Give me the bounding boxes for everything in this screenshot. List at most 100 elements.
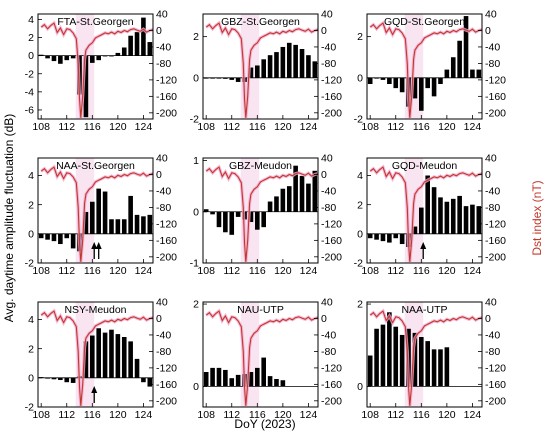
y2-tick-label: -120 bbox=[485, 362, 506, 374]
x-tick-label: 120 bbox=[438, 265, 456, 277]
y-tick-label: -2 bbox=[354, 258, 363, 270]
y2-tick-label: -200 bbox=[485, 107, 506, 119]
bar bbox=[203, 372, 209, 387]
y-tick-label: 1 bbox=[193, 155, 199, 167]
x-tick-label: 116 bbox=[413, 121, 430, 133]
x-tick-label: 108 bbox=[32, 409, 50, 421]
bar bbox=[306, 55, 311, 78]
bar bbox=[216, 77, 222, 79]
bar bbox=[293, 165, 298, 212]
bar bbox=[286, 42, 292, 78]
bar bbox=[280, 380, 286, 387]
y2-tick-label: -120 bbox=[321, 74, 342, 86]
y-tick-label: 2 bbox=[193, 299, 199, 311]
y2-tick-label: -80 bbox=[485, 58, 500, 70]
y-tick-label: 2 bbox=[28, 32, 34, 44]
bar bbox=[374, 328, 379, 387]
bar bbox=[96, 328, 101, 378]
dst-line bbox=[205, 310, 319, 406]
x-tick-label: 108 bbox=[361, 121, 379, 133]
x-tick-label: 116 bbox=[84, 121, 101, 133]
panel-9: 0 2 40 0 -40 -80 -120 -160 -200 108 112 116 120 124 NA… bbox=[357, 297, 506, 421]
y2-tick-label: -200 bbox=[485, 251, 506, 263]
bar bbox=[58, 233, 63, 245]
x-tick-label: 120 bbox=[274, 409, 292, 421]
dst-line bbox=[205, 166, 319, 262]
bar bbox=[412, 332, 418, 387]
y-tick-label: -6 bbox=[25, 105, 34, 117]
x-tick-label: 124 bbox=[135, 121, 153, 133]
y-tick-label: 0 bbox=[357, 381, 363, 393]
y-tick-label: 2 bbox=[357, 299, 363, 311]
y2-tick-label: -160 bbox=[321, 379, 342, 391]
y2-tick-label: 40 bbox=[321, 9, 333, 21]
x-tick-label: 112 bbox=[387, 265, 404, 277]
x-tick-label: 124 bbox=[464, 121, 482, 133]
arrow-head bbox=[95, 242, 102, 249]
bar bbox=[444, 69, 450, 78]
y-tick-label: 4 bbox=[28, 170, 34, 182]
y2-tick-label: -120 bbox=[485, 74, 506, 86]
bar bbox=[399, 233, 405, 245]
x-tick-label: 116 bbox=[249, 121, 266, 133]
bar bbox=[83, 55, 89, 118]
y2-tick-label: -200 bbox=[156, 107, 177, 119]
x-tick-label: 120 bbox=[109, 409, 127, 421]
bar bbox=[147, 42, 153, 56]
y2-tick-label: -40 bbox=[156, 42, 171, 54]
panel-title: NSY-Meudon bbox=[64, 304, 126, 316]
panel-title: NAA-St.Georgen bbox=[56, 160, 135, 172]
bar bbox=[96, 188, 101, 234]
bar bbox=[58, 377, 63, 381]
bar bbox=[412, 77, 418, 99]
y2-tick-label: -160 bbox=[156, 379, 177, 391]
y2-tick-label: 0 bbox=[156, 25, 162, 37]
y2-tick-label: -200 bbox=[156, 395, 177, 407]
panel-7: -2 0 2 4 40 0 -40 -80 -120 -160 -200 108 112 116 120 12… bbox=[25, 297, 178, 421]
bar bbox=[70, 233, 76, 249]
bar bbox=[90, 335, 95, 378]
y2-axis-label: Dst index (nT) bbox=[530, 180, 544, 255]
y2-tick-label: 40 bbox=[321, 153, 333, 165]
y2-tick-label: -80 bbox=[485, 202, 500, 214]
x-tick-label: 116 bbox=[249, 265, 266, 277]
y-tick-label: 0 bbox=[193, 381, 199, 393]
bar bbox=[450, 198, 456, 234]
bar bbox=[147, 214, 153, 234]
y-tick-label: 4 bbox=[357, 170, 363, 182]
bar bbox=[274, 196, 279, 212]
y-tick-label: 0 bbox=[357, 72, 363, 84]
bar bbox=[121, 219, 127, 234]
bar bbox=[210, 77, 215, 79]
bar bbox=[470, 69, 475, 78]
y-tick-label: 2 bbox=[28, 343, 34, 355]
y2-tick-label: -80 bbox=[321, 58, 336, 70]
x-tick-label: 124 bbox=[300, 265, 318, 277]
bar bbox=[223, 211, 228, 233]
y2-tick-label: 0 bbox=[485, 169, 491, 181]
x-tick-label: 124 bbox=[300, 121, 318, 133]
x-tick-label: 116 bbox=[249, 409, 266, 421]
x-tick-label: 120 bbox=[438, 121, 456, 133]
panel-frame bbox=[366, 301, 483, 408]
bar bbox=[393, 326, 399, 387]
y2-tick-label: 40 bbox=[485, 297, 497, 309]
panel-frame bbox=[37, 157, 154, 264]
y2-tick-label: -120 bbox=[321, 218, 342, 230]
bar bbox=[115, 52, 121, 56]
panel-3: -2 0 2 40 0 -40 -80 -120 -160 -200 108 112 116 120 124… bbox=[354, 9, 507, 133]
bar bbox=[380, 77, 386, 80]
panel-2: -2 0 2 40 0 -40 -80 -120 -160 -200 108 112 116 120 124… bbox=[190, 9, 343, 133]
y-tick-label: 0 bbox=[193, 72, 199, 84]
x-tick-label: 120 bbox=[274, 121, 292, 133]
y2-tick-label: 40 bbox=[156, 9, 168, 21]
bar bbox=[102, 332, 108, 378]
panel-frame bbox=[202, 301, 319, 408]
panel-frame bbox=[202, 157, 319, 264]
bar bbox=[476, 69, 482, 78]
x-tick-label: 112 bbox=[58, 121, 75, 133]
y-tick-label: 0 bbox=[28, 228, 34, 240]
y-axis-label: Avg. daytime amplitude fluctuation (dB) bbox=[2, 114, 16, 323]
arrow-head bbox=[91, 386, 98, 393]
y-tick-label: -2 bbox=[25, 68, 34, 80]
